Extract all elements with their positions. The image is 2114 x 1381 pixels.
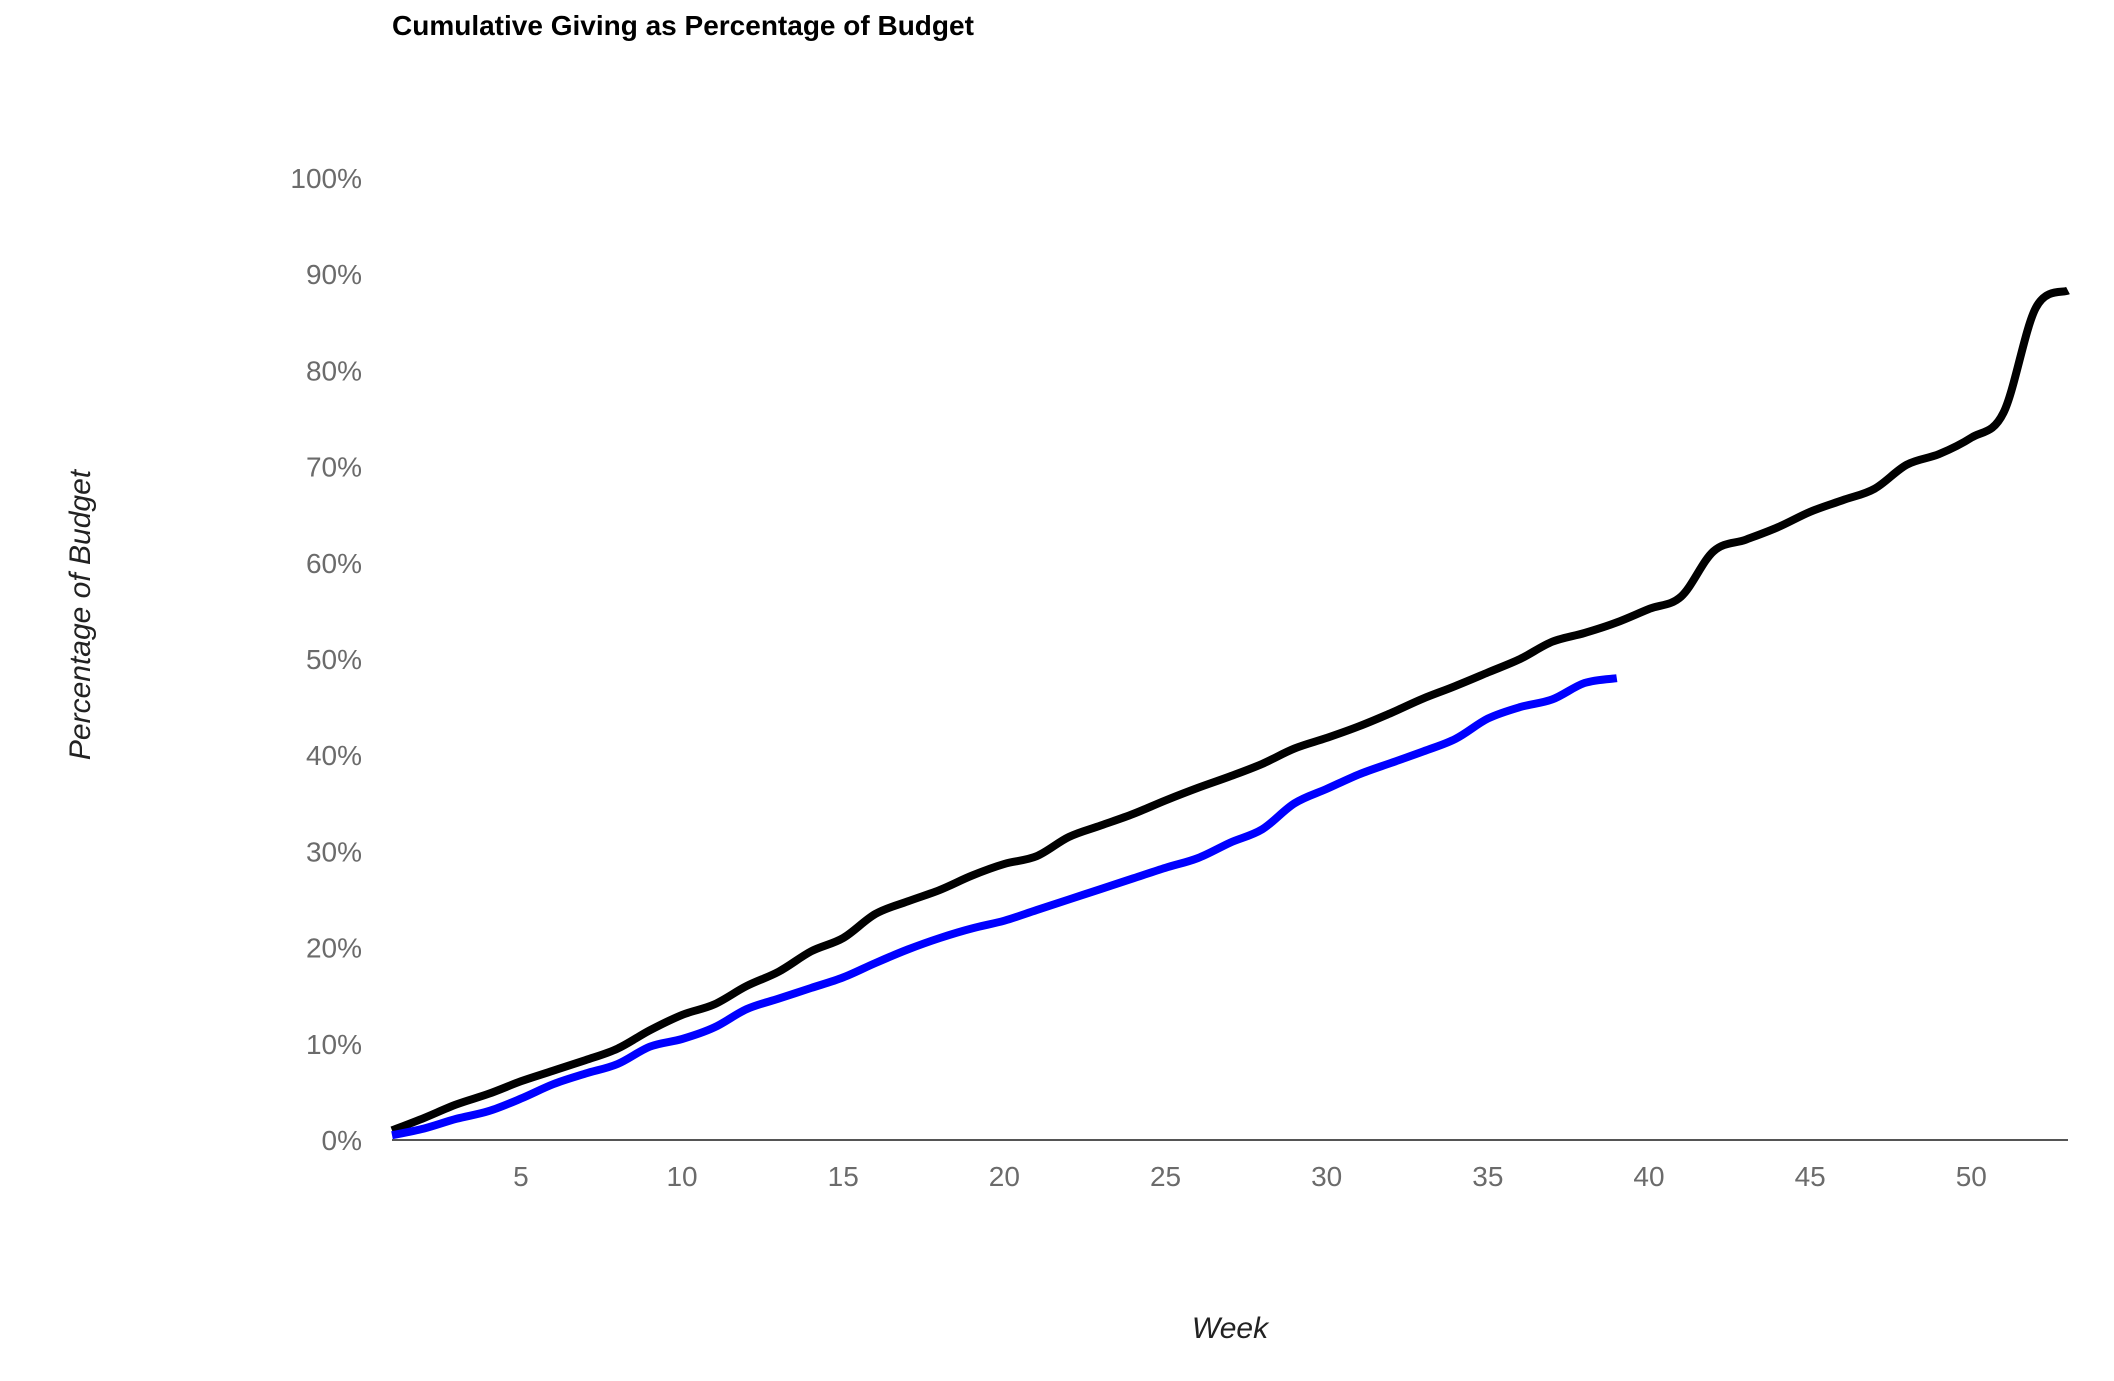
- y-tick-label: 20%: [306, 933, 362, 964]
- x-tick-label: 20: [989, 1161, 1020, 1192]
- x-tick-label: 50: [1956, 1161, 1987, 1192]
- y-tick-label: 40%: [306, 740, 362, 771]
- y-tick-label: 90%: [306, 259, 362, 290]
- y-tick-label: 80%: [306, 355, 362, 386]
- series-layer: [390, 286, 2070, 1140]
- y-axis-title: Percentage of Budget: [64, 468, 97, 760]
- y-tick-label: 50%: [306, 644, 362, 675]
- x-tick-label: 40: [1633, 1161, 1664, 1192]
- chart-title: Cumulative Giving as Percentage of Budge…: [392, 10, 974, 41]
- x-tick-label: 15: [828, 1161, 859, 1192]
- x-tick-label: 5: [513, 1161, 529, 1192]
- series-line-1: [390, 286, 2070, 1135]
- x-axis-title: Week: [1192, 1312, 1270, 1345]
- y-axis-ticks: 0% 10% 20% 30% 40% 50% 60% 70% 80% 90% 100%: [290, 163, 362, 1156]
- y-tick-label: 70%: [306, 452, 362, 483]
- x-tick-label: 30: [1311, 1161, 1342, 1192]
- x-tick-label: 35: [1472, 1161, 1503, 1192]
- series-line-2: [391, 674, 1618, 1140]
- y-tick-label: 0%: [322, 1125, 362, 1156]
- x-axis-ticks: 5 10 15 20 25 30 35 40 45 50: [513, 1161, 1987, 1192]
- y-tick-label: 30%: [306, 836, 362, 867]
- y-tick-label: 100%: [290, 163, 362, 194]
- x-tick-label: 25: [1150, 1161, 1181, 1192]
- y-tick-label: 60%: [306, 548, 362, 579]
- y-tick-label: 10%: [306, 1029, 362, 1060]
- x-tick-label: 45: [1795, 1161, 1826, 1192]
- x-tick-label: 10: [666, 1161, 697, 1192]
